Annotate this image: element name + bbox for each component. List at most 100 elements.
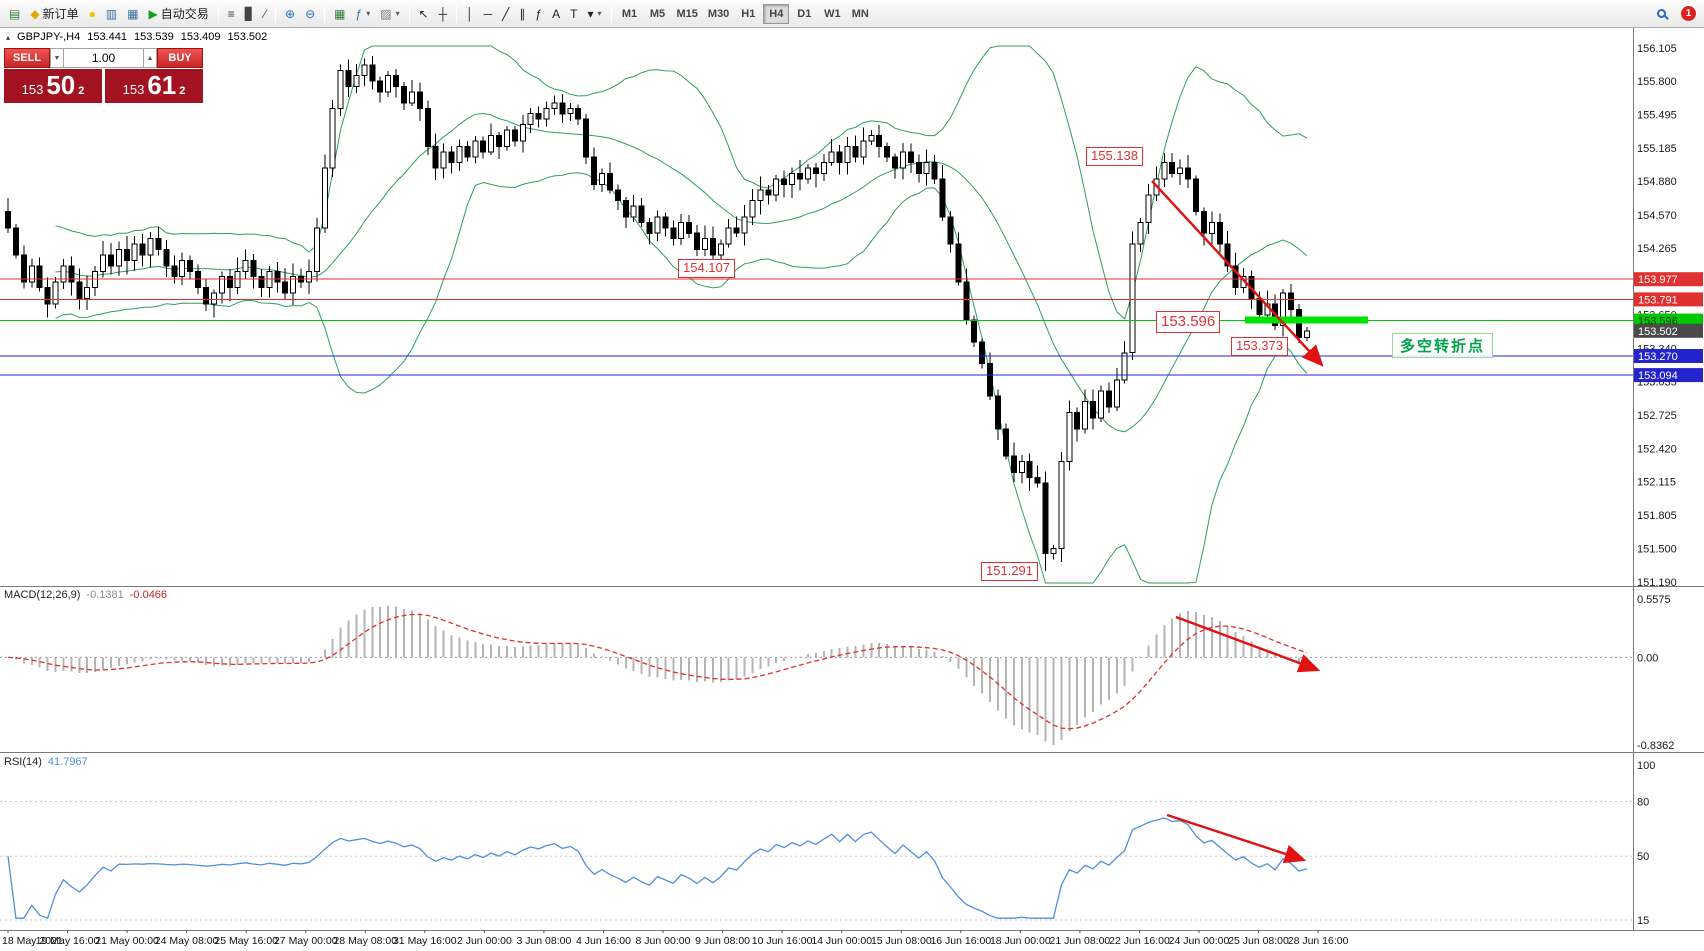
time-label: 21 May 00:00 (95, 935, 159, 947)
time-label: 31 May 16:00 (393, 935, 457, 947)
toolbar-buttons: ▤ ◆ 新订单 ● ▥ ▦ ▶ 自动交易 ≡ ▊ ∕ ⊕ ⊖ ▦ ƒ ▾ ▨ ▾ ↖ ┼ │ ─ ╱ ∥ ƒ A T ▾ ▾ (4, 3, 607, 25)
volume-input[interactable] (64, 48, 143, 68)
candlestick-chart-button[interactable]: ▊ (240, 3, 259, 25)
channel-button[interactable]: ∥ (514, 3, 530, 25)
new-order-button[interactable]: ◆ 新订单 (25, 3, 83, 25)
buy-button[interactable]: BUY (157, 48, 203, 68)
new-chart-button[interactable]: ▤ (4, 3, 25, 25)
arrows-button[interactable]: ▾ ▾ (582, 3, 606, 25)
bar-chart-icon: ≡ (227, 6, 235, 21)
timeframe-w1[interactable]: W1 (824, 7, 841, 20)
buy-price-pips: 61 (147, 70, 177, 100)
time-label: 28 May 08:00 (333, 935, 397, 947)
vertical-line-button[interactable]: │ (461, 3, 479, 25)
price-axis[interactable]: 156.105 155.800 155.495 155.185 154.880 154.5… (1637, 43, 1677, 589)
timeframe-m15[interactable]: M15 (676, 7, 698, 20)
indicators-button[interactable]: ƒ ▾ (351, 3, 376, 25)
timeframe-m5[interactable]: M5 (649, 7, 666, 20)
timeframe-d1[interactable]: D1 (797, 7, 812, 20)
algo-trading-button[interactable]: ▶ 自动交易 (144, 3, 214, 25)
price-label-annotation[interactable]: 151.291 (981, 562, 1038, 581)
text-button[interactable]: A (547, 3, 565, 25)
trend-arrows[interactable] (1151, 180, 1324, 864)
bar-chart-button[interactable]: ≡ (223, 3, 240, 25)
toolbar-group-objects: │ ─ ╱ ∥ ƒ A T ▾ ▾ (461, 3, 606, 25)
price-tick: 155.495 (1637, 109, 1677, 121)
price-label-annotation[interactable]: 154.107 (678, 259, 735, 278)
timeframe-m1[interactable]: M1 (621, 7, 638, 20)
time-label: 18 May 2021 (2, 935, 63, 947)
horizontal-level-lines[interactable] (0, 278, 1633, 376)
time-label: 3 Jun 08:00 (516, 935, 571, 947)
turning-point-note[interactable]: 多空转折点 (1392, 333, 1494, 358)
horizontal-line-button[interactable]: ─ (479, 3, 498, 25)
templates-button[interactable]: ▨ ▾ (375, 3, 404, 25)
fibonacci-icon: ƒ (535, 6, 543, 21)
macd-value: -0.1381 (86, 589, 124, 601)
algo-trading-icon: ▶ (148, 6, 158, 21)
bollinger-upper-band (55, 45, 1308, 320)
timeframe-h1[interactable]: H1 (741, 7, 756, 20)
volume-decrease-button[interactable]: ▼ (50, 48, 64, 68)
price-tick: 151.500 (1637, 543, 1677, 555)
notification-badge[interactable]: 1 (1681, 6, 1696, 21)
toolbar-separator (456, 4, 458, 23)
new-order-button-label: 新订单 (42, 7, 79, 21)
time-label: 9 Jun 08:00 (695, 935, 750, 947)
trade-panel-controls: SELL ▼ ▲ BUY (4, 48, 203, 68)
buy-price-display[interactable]: 153 61 2 (105, 69, 203, 103)
rsi-panel: 100 80 50 15 (0, 760, 1655, 927)
auto-arrange-button[interactable]: ▦ (329, 3, 350, 25)
macd-indicator-label: MACD(12,26,9) -0.1381 -0.0466 (4, 589, 167, 601)
rsi-indicator-label: RSI(14) 41.7967 (4, 756, 88, 768)
time-label: 4 Jun 16:00 (576, 935, 631, 947)
sell-button[interactable]: SELL (4, 48, 50, 68)
trend-arrow (1175, 615, 1321, 673)
green-highlight-segment[interactable] (1245, 316, 1368, 324)
toolbar-separator (408, 4, 410, 23)
candles-layer[interactable] (5, 56, 1310, 571)
navigator-button[interactable]: ▦ (122, 3, 143, 25)
timeframe-m30[interactable]: M30 (707, 7, 730, 20)
search-button[interactable] (1651, 4, 1671, 24)
ohlc-close: 153.502 (227, 31, 268, 43)
fibonacci-button[interactable]: ƒ (530, 3, 547, 25)
time-label: 28 Jun 16:00 (1288, 935, 1349, 947)
trendline-button[interactable]: ╱ (497, 3, 514, 25)
market-watch-button[interactable]: ▥ (101, 3, 122, 25)
zoom-in-icon: ⊕ (285, 6, 296, 21)
crosshair-button[interactable]: ┼ (434, 3, 453, 25)
time-label: 25 Jun 08:00 (1228, 935, 1289, 947)
price-tick: 154.880 (1637, 176, 1677, 188)
timeframe-mn[interactable]: MN (851, 7, 869, 20)
metaeditor-icon: ● (88, 6, 96, 21)
sell-price-pips: 50 (46, 70, 76, 100)
market-watch-icon: ▥ (105, 6, 118, 21)
price-label-annotation[interactable]: 155.138 (1086, 147, 1143, 166)
line-chart-button[interactable]: ∕ (259, 3, 271, 25)
timeframe-toolbar: M1 M5 M15 M30 H1 H4 D1 W1 MN (607, 3, 875, 24)
price-label-annotation[interactable]: 153.596 (1156, 311, 1221, 333)
ohlc-low: 153.409 (180, 31, 221, 43)
label-button[interactable]: T (565, 3, 582, 25)
toolbar-separator (217, 4, 219, 23)
panel-frame (0, 28, 1704, 931)
volume-increase-button[interactable]: ▲ (143, 48, 157, 68)
level-price-tag (1634, 292, 1703, 307)
timeframe-h4[interactable]: H4 (763, 3, 790, 24)
candlestick-chart-icon: ▊ (244, 6, 255, 21)
cursor-button[interactable]: ↖ (414, 3, 434, 25)
crosshair-icon: ┼ (438, 6, 448, 21)
zoom-in-button[interactable]: ⊕ (280, 3, 300, 25)
zoom-out-button[interactable]: ⊖ (300, 3, 320, 25)
macd-panel: 0.5575 0.00 -0.8362 (0, 594, 1674, 752)
price-label-annotation[interactable]: 153.373 (1231, 337, 1288, 356)
time-label: 15 Jun 08:00 (871, 935, 932, 947)
metaeditor-button[interactable]: ● (84, 3, 101, 25)
level-price-tag (1634, 272, 1703, 287)
macd-tick: -0.8362 (1637, 740, 1674, 752)
sell-price-display[interactable]: 153 50 2 (4, 69, 102, 103)
